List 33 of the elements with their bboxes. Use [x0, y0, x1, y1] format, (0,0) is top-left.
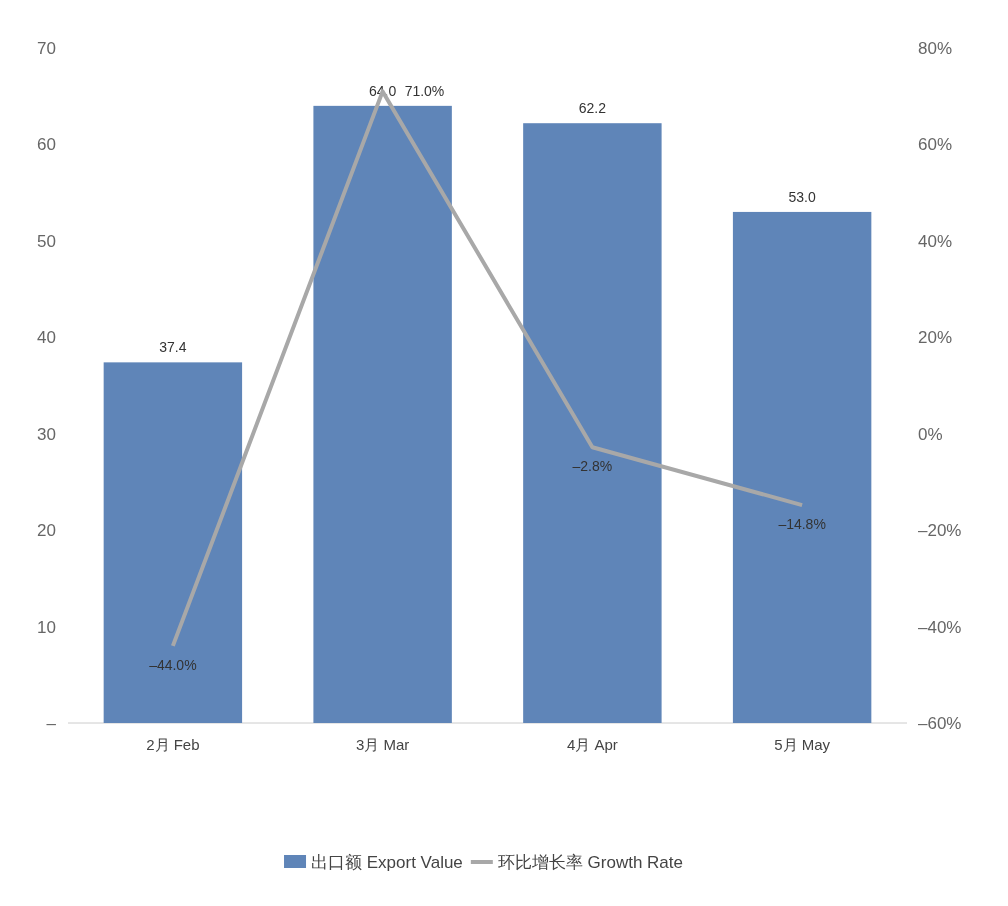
- y-tick-label: 10: [37, 617, 56, 637]
- data-label: 53.0: [788, 188, 816, 205]
- y-tick-label: 40: [37, 328, 56, 348]
- x-tick-label: 3月 Mar: [355, 736, 410, 753]
- y-tick-label: 30: [37, 424, 56, 444]
- x-tick-label: 2月 Feb: [146, 736, 200, 753]
- legend-label: 环比增长率 Growth Rate: [497, 853, 683, 872]
- x-tick-label: 5月 May: [774, 736, 831, 753]
- y-tick-label: 50: [37, 231, 56, 251]
- data-label: 37.4: [159, 339, 187, 356]
- y-tick-label: –: [46, 714, 57, 733]
- y-tick-label: 20: [37, 521, 56, 541]
- y2-tick-label: –20%: [918, 521, 962, 541]
- y2-tick-label: 60%: [918, 135, 953, 155]
- y2-tick-label: –40%: [918, 617, 962, 637]
- data-label: –2.8%: [572, 458, 613, 475]
- x-tick-label: 4月 Apr: [566, 736, 618, 753]
- data-label: –14.8%: [778, 516, 826, 533]
- legend-label: 出口额 Export Value: [311, 853, 463, 872]
- data-label: –44.0%: [149, 656, 197, 673]
- y-tick-label: 60: [37, 135, 56, 155]
- y2-tick-label: 0%: [918, 424, 943, 444]
- bar: [103, 362, 243, 723]
- y2-tick-label: 40%: [918, 231, 953, 251]
- y2-tick-label: –60%: [918, 714, 962, 733]
- y-tick-label: 70: [37, 39, 56, 58]
- bar: [732, 211, 872, 723]
- y2-tick-label: 20%: [918, 328, 953, 348]
- bar: [313, 105, 452, 723]
- data-label: 71.0%: [404, 83, 445, 100]
- bar: [523, 123, 662, 723]
- y2-tick-label: 80%: [918, 39, 953, 58]
- data-label: 62.2: [578, 100, 607, 117]
